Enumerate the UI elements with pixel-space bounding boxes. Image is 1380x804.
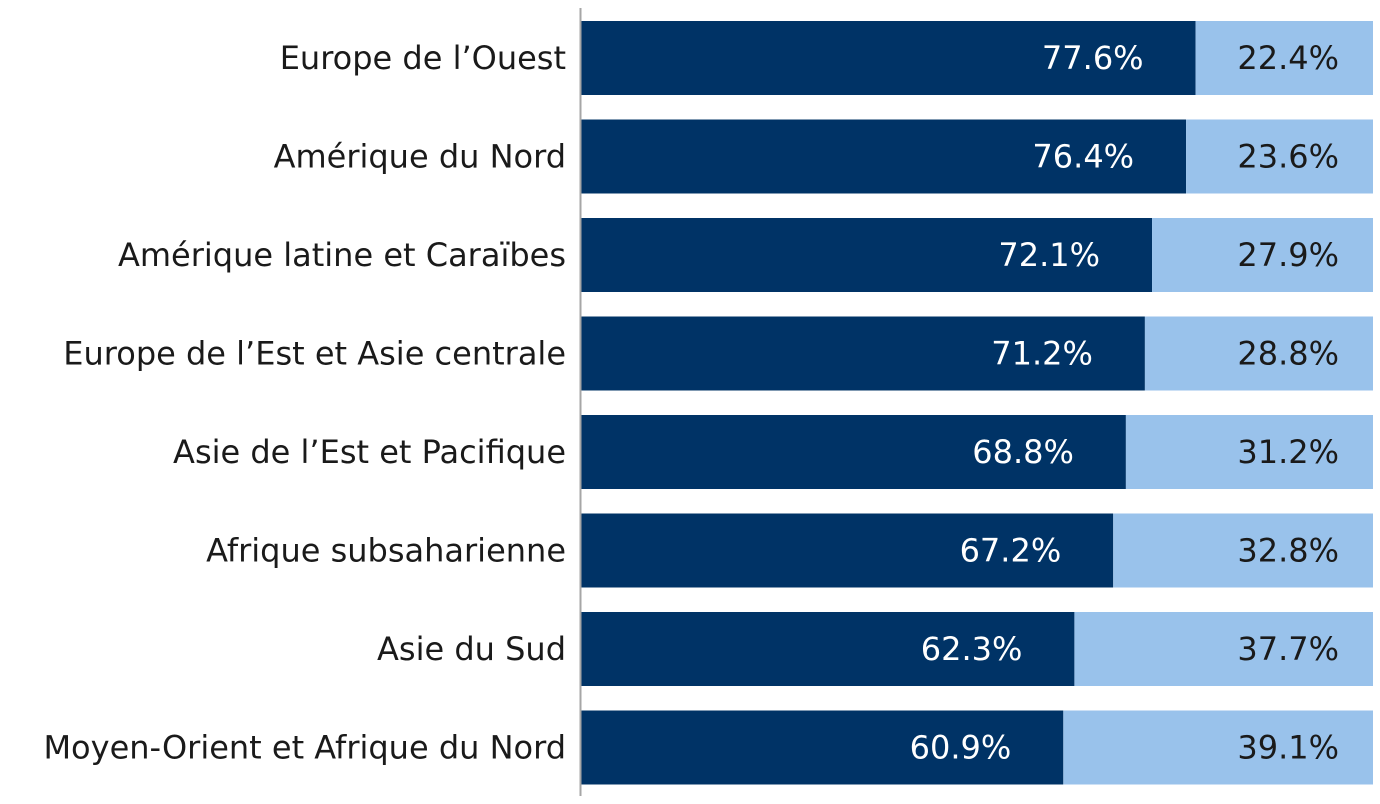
bar-segment-primary	[581, 612, 1075, 686]
category-label: Europe de l’Ouest	[280, 39, 566, 77]
bar-segment-secondary	[1063, 710, 1373, 785]
bar-segment-primary	[581, 513, 1114, 588]
data-label: 31.2%	[1237, 433, 1339, 471]
bar-segment-primary	[581, 316, 1145, 391]
data-label: 71.2%	[991, 335, 1093, 373]
data-label: 23.6%	[1237, 138, 1339, 176]
bar-segment-primary	[581, 710, 1064, 785]
category-label: Asie du Sud	[377, 630, 566, 668]
data-label: 77.6%	[1042, 39, 1144, 77]
data-label: 67.2%	[960, 532, 1062, 570]
data-label: 60.9%	[910, 729, 1012, 767]
bar-segment-secondary	[1074, 612, 1373, 686]
bar-segment-secondary	[1195, 21, 1373, 95]
data-label: 39.1%	[1237, 729, 1339, 767]
category-label: Europe de l’Est et Asie centrale	[63, 335, 566, 373]
data-label: 27.9%	[1237, 236, 1339, 274]
data-label: 72.1%	[998, 236, 1100, 274]
data-label: 76.4%	[1032, 138, 1134, 176]
labels-group: Europe de l’Ouest 77.6% 22.4% Amérique du N…	[43, 39, 1339, 767]
bar-segment-primary	[581, 119, 1187, 194]
data-label: 62.3%	[921, 630, 1023, 668]
category-label: Afrique subsaharienne	[206, 532, 566, 570]
bar-segment-secondary	[1113, 513, 1373, 588]
bars-group	[581, 21, 1373, 785]
bar-segment-secondary	[1125, 415, 1373, 489]
data-label: 37.7%	[1237, 630, 1339, 668]
bar-segment-secondary	[1152, 218, 1373, 292]
category-label: Asie de l’Est et Pacifique	[173, 433, 566, 471]
data-label: 22.4%	[1237, 39, 1339, 77]
category-label: Amérique du Nord	[274, 138, 566, 176]
category-label: Moyen-Orient et Afrique du Nord	[43, 729, 566, 767]
data-label: 32.8%	[1237, 532, 1339, 570]
bar-segment-primary	[581, 415, 1126, 489]
data-label: 28.8%	[1237, 335, 1339, 373]
bar-segment-secondary	[1186, 119, 1373, 194]
bar-segment-secondary	[1144, 316, 1373, 391]
bar-segment-primary	[581, 21, 1196, 95]
data-label: 68.8%	[972, 433, 1074, 471]
bar-segment-primary	[581, 218, 1153, 292]
category-label: Amérique latine et Caraïbes	[118, 236, 566, 274]
